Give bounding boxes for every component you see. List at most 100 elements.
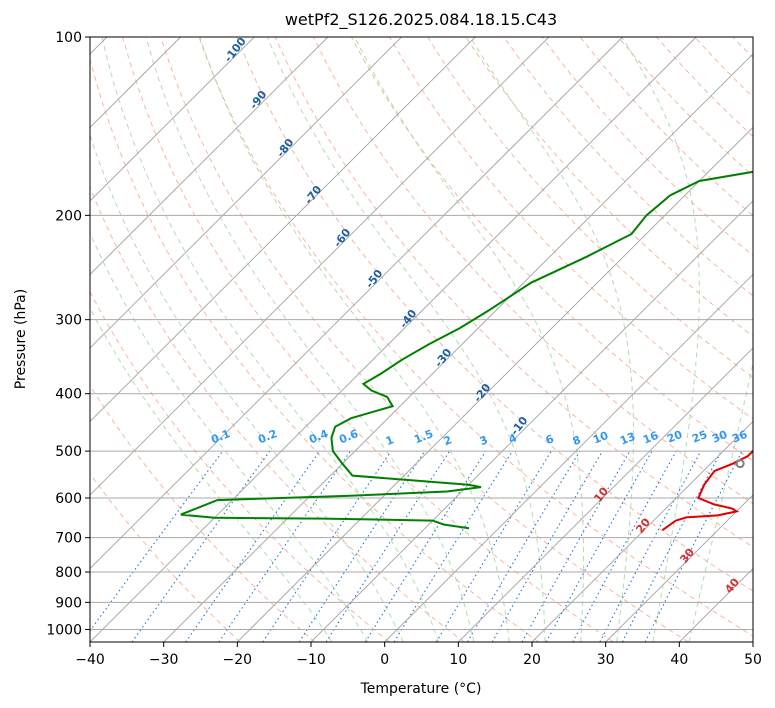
mixing-ratio-label: 16	[641, 429, 660, 447]
mixing-ratio-line	[90, 450, 224, 632]
x-axis: −40 −30 −20 −10 0 10 20 30 40 50	[75, 642, 762, 668]
profile-series	[180, 170, 753, 532]
moist-adiabat	[354, 37, 584, 642]
dry-adiabat	[90, 384, 316, 642]
mixing-ratio-label: 1	[384, 433, 396, 448]
dry-adiabat	[90, 57, 540, 642]
isotherm	[752, 641, 753, 642]
mixing-ratio-line	[185, 450, 321, 642]
x-tick-label: 50	[744, 652, 762, 668]
dry-adiabat	[694, 37, 753, 98]
moist-adiabat	[145, 37, 475, 642]
mixing-ratio-line	[467, 450, 581, 642]
dry-adiabat	[503, 37, 753, 297]
mixing-ratio-line	[621, 450, 722, 642]
moist-adiabat	[621, 37, 700, 642]
isotherm	[90, 37, 476, 423]
dry-adiabat	[236, 37, 753, 592]
background-lines	[90, 37, 775, 642]
mixing-ratio-line	[599, 450, 702, 642]
isotherm	[90, 37, 623, 570]
dry-adiabat	[312, 37, 753, 505]
y-axis-label: Pressure (hPa)	[13, 289, 29, 389]
temperature-line	[661, 449, 753, 532]
x-axis-label: Temperature (°C)	[360, 681, 482, 697]
x-tick-label: −40	[75, 652, 105, 668]
mixing-ratio-label: 2	[442, 433, 454, 448]
dry-adiabat-label: -40	[397, 307, 420, 331]
chart-title: wetPf2_S126.2025.084.18.15.C43	[285, 10, 557, 30]
moist-adiabat	[469, 37, 634, 642]
isotherm	[605, 494, 753, 642]
moist-adiabat	[90, 231, 369, 642]
y-tick-label: 600	[55, 491, 82, 507]
mixing-ratio-label: 3	[478, 433, 490, 448]
mixing-ratio-line	[262, 450, 392, 642]
y-axis: 100 200 300 400 500 600 700 800 900 1000	[46, 30, 90, 638]
dewpoint-line	[180, 170, 753, 530]
isotherm	[90, 37, 697, 642]
isotherm	[384, 273, 753, 642]
x-tick-label: 20	[523, 652, 541, 668]
y-tick-label: 400	[55, 387, 82, 403]
isotherm	[90, 37, 329, 276]
mixing-ratio-line	[435, 450, 552, 642]
y-tick-label: 100	[55, 30, 82, 46]
mixing-ratio-line	[521, 450, 631, 642]
moist-adiabat-label: 30	[677, 546, 697, 566]
dry-adiabat	[732, 37, 753, 59]
mixing-ratio-label: 36	[730, 428, 749, 446]
y-tick-label: 800	[55, 565, 82, 581]
dry-adiabat	[465, 37, 753, 338]
dry-adiabat	[541, 37, 753, 257]
mixing-ratio-label: 30	[710, 428, 729, 446]
isotherm	[236, 126, 753, 642]
mixing-ratio-label: 6	[544, 432, 556, 447]
x-tick-label: 10	[449, 652, 467, 668]
x-tick-label: −30	[149, 652, 179, 668]
mixing-ratio-label: 13	[618, 430, 637, 448]
dry-adiabat-label: -80	[274, 136, 297, 160]
mixing-ratio-line	[325, 450, 451, 642]
dry-adiabat-label: -90	[247, 88, 270, 112]
isotherm	[531, 420, 753, 642]
isotherm	[310, 200, 753, 642]
moist-adiabat	[90, 133, 404, 642]
dry-adiabat-label: -60	[331, 226, 354, 250]
dry-adiabat-label: -70	[302, 183, 325, 207]
mixing-ratio-label: 0.2	[256, 427, 279, 446]
mixing-ratio-line	[218, 450, 351, 642]
mixing-ratio-label: 8	[571, 433, 583, 448]
mixing-ratio-label: 1.5	[412, 427, 435, 446]
y-tick-label: 1000	[46, 622, 82, 638]
mixing-ratio-label: 10	[591, 429, 610, 447]
y-tick-label: 200	[55, 208, 82, 224]
dry-adiabat	[90, 472, 241, 642]
mixing-ratio-line	[364, 450, 487, 642]
mixing-ratio-line	[572, 450, 677, 642]
y-tick-label: 300	[55, 313, 82, 329]
moist-adiabat-label: 40	[722, 576, 742, 596]
dry-adiabat	[90, 290, 390, 642]
mixing-ratio-label: 20	[665, 428, 684, 446]
isotherm	[90, 37, 550, 496]
plot-frame	[89, 36, 754, 643]
dry-adiabat	[427, 37, 753, 379]
moist-adiabat	[267, 37, 546, 642]
dry-adiabat-label: -30	[432, 346, 455, 370]
isotherm	[457, 347, 753, 642]
x-tick-label: −10	[296, 652, 326, 668]
y-tick-label: 500	[55, 444, 82, 460]
isotherm	[90, 37, 255, 202]
dry-adiabat	[656, 37, 753, 138]
dry-adiabat	[771, 37, 775, 642]
grid-lines	[90, 37, 753, 642]
moist-adiabat	[90, 307, 333, 642]
x-tick-label: 0	[380, 652, 389, 668]
moist-adiabat	[101, 37, 439, 642]
dry-adiabat-label: -50	[363, 267, 386, 291]
dry-adiabat	[122, 37, 614, 642]
dry-adiabat	[350, 37, 753, 462]
dry-adiabat	[160, 37, 689, 642]
